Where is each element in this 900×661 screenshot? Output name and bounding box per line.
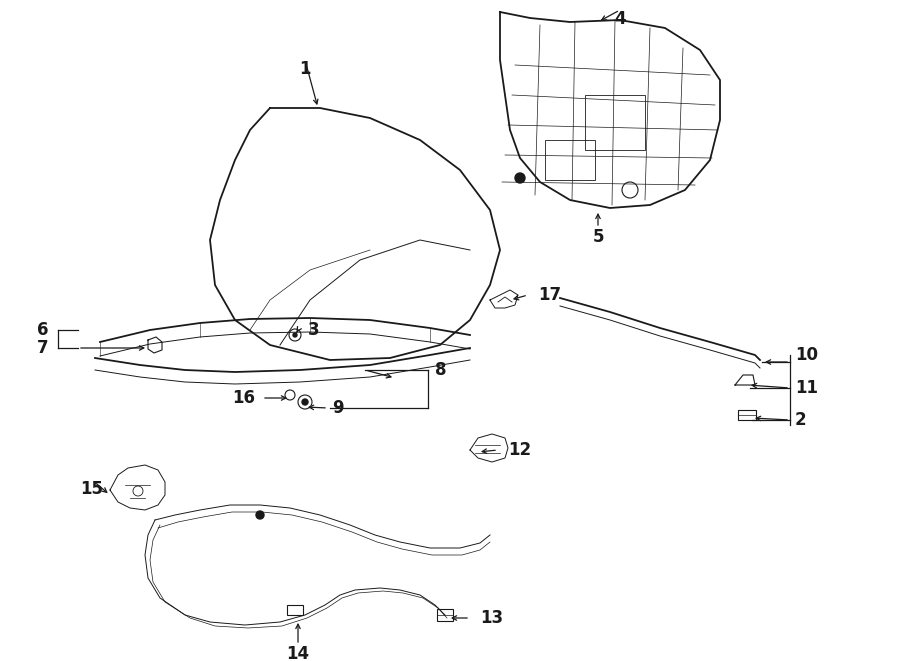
Text: 16: 16 (232, 389, 255, 407)
Text: 13: 13 (480, 609, 503, 627)
Bar (437, 609, 453, 621)
Circle shape (256, 511, 264, 519)
Text: 4: 4 (614, 10, 626, 28)
Bar (738, 410, 756, 420)
Text: 1: 1 (299, 60, 310, 78)
Text: 14: 14 (286, 645, 310, 661)
Circle shape (293, 333, 297, 337)
Bar (287, 605, 303, 615)
Text: 10: 10 (795, 346, 818, 364)
Text: 17: 17 (538, 286, 561, 304)
Text: 3: 3 (308, 321, 320, 339)
Text: 2: 2 (795, 411, 806, 429)
Text: 12: 12 (508, 441, 531, 459)
Circle shape (515, 173, 525, 183)
Text: 11: 11 (795, 379, 818, 397)
Text: 9: 9 (332, 399, 344, 417)
Text: 5: 5 (592, 228, 604, 246)
Text: 7: 7 (36, 339, 48, 357)
Text: 6: 6 (37, 321, 48, 339)
Circle shape (302, 399, 308, 405)
Bar (545, 140, 595, 180)
Text: 15: 15 (80, 480, 104, 498)
Text: 8: 8 (435, 361, 446, 379)
Bar (585, 95, 645, 150)
